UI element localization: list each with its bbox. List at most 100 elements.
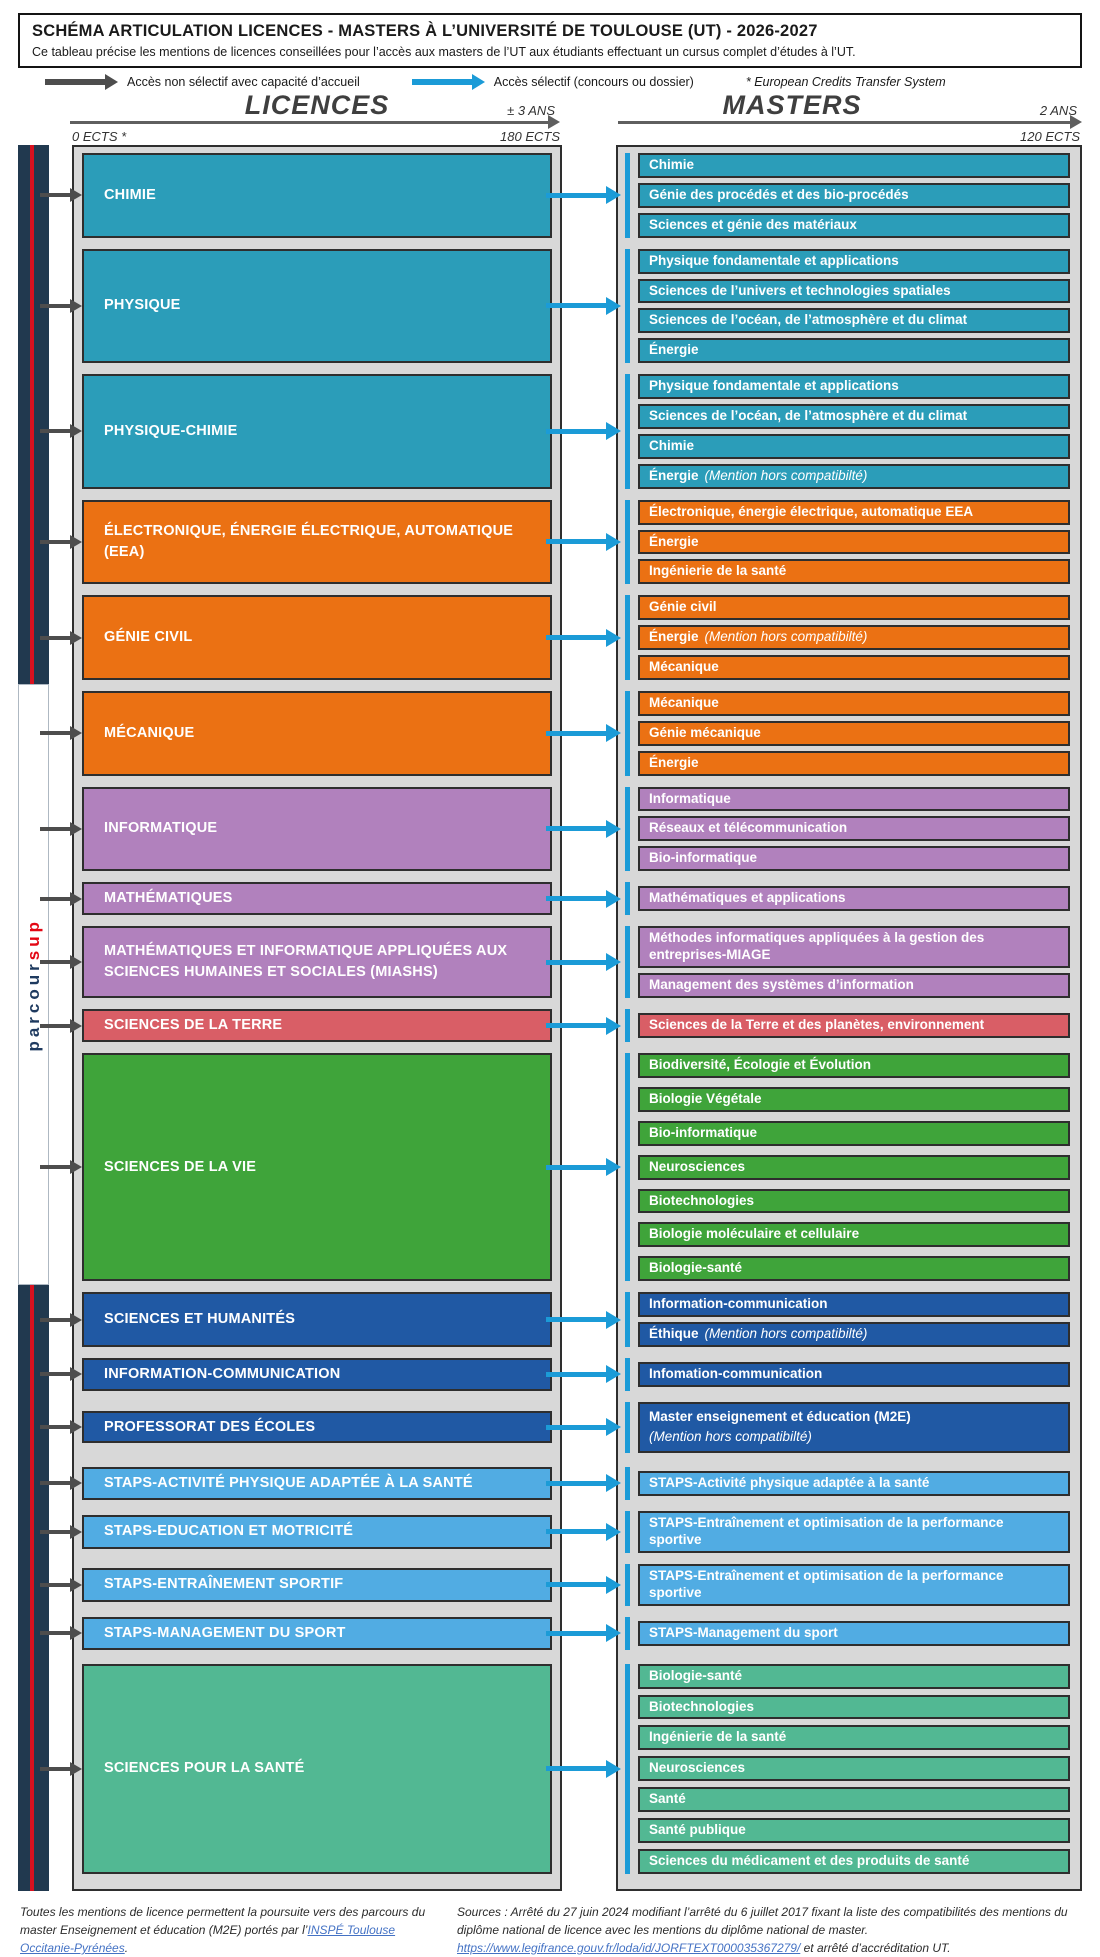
master-label: Infomation-communication: [649, 1365, 823, 1381]
masters-group-bar: [625, 374, 630, 489]
master-box: Électronique, énergie électrique, automa…: [638, 499, 1070, 525]
licence-professorat-ecoles: PROFESSORAT DES ÉCOLES: [82, 1411, 552, 1444]
licence-label: STAPS-ENTRAÎNEMENT SPORTIF: [104, 1576, 344, 1593]
arrow-head: [548, 115, 560, 129]
masters-group-bar: [625, 595, 630, 680]
selective-arrow-icon: [546, 819, 621, 838]
row-mecanique: MÉCANIQUE Mécanique Génie mécanique Énergie: [0, 690, 1100, 776]
master-label: Mécanique: [649, 659, 719, 674]
master-label: Sciences de l’océan, de l’atmosphère et …: [649, 408, 968, 423]
master-label: Santé: [649, 1791, 686, 1807]
licence-chimie: CHIMIE: [82, 153, 552, 238]
master-box: Neurosciences: [638, 1154, 1070, 1180]
master-box: Énergie: [638, 338, 1070, 364]
row-mathematiques: MATHÉMATIQUES Mathématiques et applicatio…: [0, 882, 1100, 916]
masters-chimie: Chimie Génie des procédés et des bio-proc…: [625, 153, 1070, 238]
master-box: Physique fondamentale et applications: [638, 374, 1070, 399]
masters-eea: Électronique, énergie électrique, automa…: [625, 499, 1070, 585]
arrow-shaft: [546, 1164, 606, 1170]
arrow-head: [70, 726, 82, 741]
arrow-head: [606, 1522, 621, 1541]
legifrance-link[interactable]: https://www.legifrance.gouv.fr/loda/id/J…: [457, 1941, 801, 1955]
arrow-shaft: [40, 731, 70, 736]
row-miashs: MATHÉMATIQUES ET INFORMATIQUE APPLIQUÉES…: [0, 926, 1100, 999]
master-box: Sciences et génie des matériaux: [638, 212, 1070, 238]
ects-180-label: 180 ECTS: [500, 129, 560, 144]
selective-arrow-icon: [546, 1310, 621, 1329]
arrow-head: [70, 188, 82, 203]
arrow-head: [70, 1476, 82, 1491]
master-label: Biotechnologies: [649, 1192, 755, 1208]
arrow-head: [606, 1575, 621, 1594]
arrow-shaft: [40, 1372, 70, 1377]
row-physique: PHYSIQUE Physique fondamentale et applica…: [0, 248, 1100, 364]
arrow-head: [70, 891, 82, 906]
master-label: Sciences et génie des matériaux: [649, 216, 857, 232]
master-box: STAPS-Management du sport: [638, 1620, 1070, 1646]
masters-genie-civil: Génie civil Énergie (Mention hors compatib…: [625, 595, 1070, 680]
master-label: Sciences de l’océan, de l’atmosphère et …: [649, 312, 968, 328]
licence-label: PROFESSORAT DES ÉCOLES: [104, 1418, 316, 1435]
masters-group-bar: [625, 248, 630, 364]
row-sciences-pour-la-sante: SCIENCES POUR LA SANTÉ Biologie-santé Biot…: [0, 1663, 1100, 1874]
arrow-shaft: [546, 1480, 606, 1486]
master-label: Chimie: [649, 437, 695, 453]
master-box: Bio-informatique: [638, 846, 1070, 872]
licence-label: PHYSIQUE: [104, 297, 181, 314]
non-selective-arrow-icon: [40, 891, 82, 906]
master-box: Biologie-santé: [638, 1663, 1070, 1689]
master-label: Génie civil: [649, 599, 717, 615]
masters-physique-chimie: Physique fondamentale et applications Sci…: [625, 374, 1070, 489]
arrow-shaft: [546, 635, 606, 641]
footer-right-text-end: et arrêté d’accréditation UT.: [800, 1941, 951, 1955]
master-box: Biologie-santé: [638, 1256, 1070, 1282]
master-label: STAPS-Activité physique adaptée à la san…: [649, 1474, 930, 1490]
master-label: Neurosciences: [649, 1158, 746, 1174]
row-eea: ÉLECTRONIQUE, ÉNERGIE ÉLECTRIQUE, AUTOMA…: [0, 499, 1100, 585]
selective-arrow-icon: [546, 1522, 621, 1541]
arrow-head: [606, 1365, 621, 1384]
legend: Accès non sélectif avec capacité d’accue…: [45, 74, 946, 90]
masters-group-bar: [625, 786, 630, 872]
page-title: SCHÉMA ARTICULATION LICENCES - MASTERS À…: [32, 22, 818, 40]
schema-page: { "header": { "title": "SCHÉMA ARTICULAT…: [0, 13, 1100, 1955]
arrow-head: [606, 889, 621, 908]
licence-physique: PHYSIQUE: [82, 248, 552, 364]
masters-group-bar: [625, 1009, 630, 1043]
selective-arrow-icon: [546, 1016, 621, 1035]
arrow-shaft: [40, 1165, 70, 1170]
arrow-head: [606, 532, 621, 551]
arrow-head: [70, 955, 82, 970]
arrow-shaft: [40, 1481, 70, 1486]
master-label: Biologie moléculaire et cellulaire: [649, 1226, 860, 1242]
licence-label: INFORMATIQUE: [104, 820, 218, 837]
arrow-head: [70, 1420, 82, 1435]
arrow-head: [606, 296, 621, 315]
non-selective-arrow-icon: [40, 298, 82, 313]
row-sciences-humanites: SCIENCES ET HUMANITÉS Information-communi…: [0, 1292, 1100, 1347]
master-label: STAPS-Entraînement et optimisation de la…: [649, 1514, 1004, 1547]
arrow-shaft: [546, 1371, 606, 1377]
arrow-shaft: [546, 959, 606, 965]
licence-information-communication: INFORMATION-COMMUNICATION: [82, 1357, 552, 1391]
non-selective-arrow-icon: [40, 1160, 82, 1175]
licences-duration-label: ± 3 ANS: [507, 103, 555, 118]
arrow-shaft: [546, 192, 606, 198]
arrow-head: [70, 1367, 82, 1382]
non-selective-arrow-icon: [40, 1577, 82, 1592]
masters-group-bar: [625, 882, 630, 916]
arrow-head: [70, 821, 82, 836]
licence-label: GÉNIE CIVIL: [104, 629, 193, 646]
master-label: Mécanique: [649, 694, 719, 710]
licence-label: MATHÉMATIQUES: [104, 890, 233, 907]
non-selective-arrow-icon: [40, 1626, 82, 1641]
arrow-head: [606, 628, 621, 647]
master-box: Informatique: [638, 786, 1070, 812]
master-label: Bio-informatique: [649, 850, 757, 866]
selective-arrow-icon: [546, 422, 621, 441]
footer-left-text-end: .: [124, 1941, 129, 1955]
master-label: Informatique: [649, 790, 731, 806]
arrow-shaft: [546, 730, 606, 736]
legend-non-selective-label: Accès non sélectif avec capacité d’accue…: [127, 75, 360, 89]
selective-arrow-icon: [546, 889, 621, 908]
